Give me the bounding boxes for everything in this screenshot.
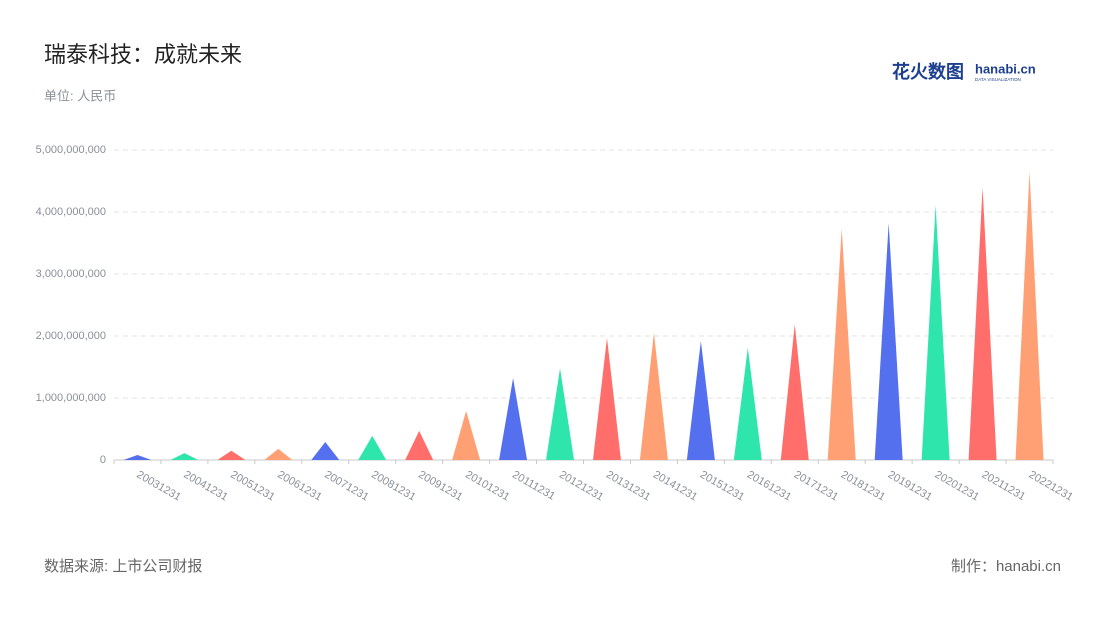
y-tick-label: 2,000,000,000	[36, 330, 106, 342]
x-tick-label: 20061231	[275, 469, 323, 504]
x-tick-label: 20221231	[1027, 469, 1075, 504]
x-tick-label: 20171231	[792, 469, 840, 504]
x-tick-label: 20121231	[557, 469, 605, 504]
credit: 制作：hanabi.cn	[951, 558, 1061, 575]
x-tick-label: 20141231	[651, 469, 699, 504]
y-tick-label: 1,000,000,000	[36, 392, 106, 404]
spike	[264, 448, 293, 460]
x-tick-label: 20111231	[510, 469, 557, 503]
x-tick-label: 20031231	[135, 469, 183, 504]
spike	[405, 430, 434, 460]
spike	[452, 411, 481, 460]
y-tick-label: 3,000,000,000	[36, 268, 106, 280]
x-tick-label: 20151231	[698, 469, 746, 504]
x-tick-label: 20181231	[839, 469, 887, 504]
spike	[546, 368, 575, 460]
x-tick-label: 20201231	[933, 469, 981, 504]
spike	[311, 442, 340, 460]
spike	[921, 205, 950, 460]
spike	[968, 187, 997, 460]
logo-brand: hanabi.cn	[975, 61, 1036, 76]
spike	[499, 378, 528, 460]
spike	[874, 223, 903, 460]
spike	[592, 337, 621, 460]
x-tick-label: 20191231	[886, 469, 934, 504]
x-tick-label: 20041231	[181, 469, 229, 504]
chart-title: 瑞泰科技：成就未来	[44, 42, 242, 67]
spike	[827, 228, 856, 460]
y-tick-label: 4,000,000,000	[36, 206, 106, 218]
x-tick-label: 20071231	[322, 469, 370, 504]
logo-name: 花火数图	[892, 61, 964, 82]
logo-tagline: DATA VISUALIZATION	[975, 77, 1021, 82]
spike	[358, 435, 387, 460]
chart-subtitle: 单位: 人民币	[44, 88, 116, 103]
x-tick-label: 20051231	[228, 469, 276, 504]
spike	[123, 455, 152, 460]
y-tick-label: 5,000,000,000	[36, 144, 106, 156]
spike	[639, 332, 668, 460]
spike	[217, 450, 246, 460]
spike	[170, 453, 199, 460]
x-tick-label: 20131231	[604, 469, 652, 504]
x-tick-label: 20091231	[416, 469, 464, 504]
spike	[686, 340, 715, 460]
source: 数据来源: 上市公司财报	[44, 558, 202, 575]
y-tick-label: 0	[100, 454, 106, 466]
x-tick-label: 20161231	[745, 469, 793, 504]
x-tick-label: 20211231	[980, 469, 1028, 503]
spike	[733, 347, 762, 460]
spike	[780, 324, 809, 460]
x-tick-label: 20081231	[369, 469, 417, 504]
x-tick-label: 20101231	[463, 469, 511, 504]
spike	[1015, 171, 1044, 460]
